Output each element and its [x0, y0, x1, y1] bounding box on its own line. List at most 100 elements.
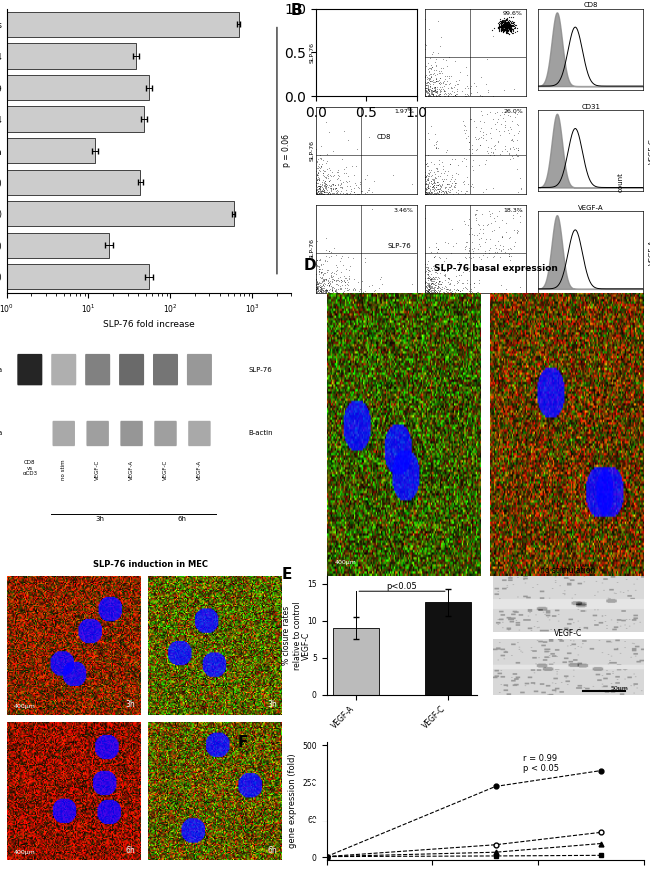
Point — [332, 65, 343, 79]
Point — [317, 187, 327, 201]
Point — [436, 261, 446, 275]
Point — [313, 86, 323, 100]
Point — [321, 282, 332, 296]
Point — [504, 247, 514, 261]
Point — [332, 261, 343, 275]
Point — [345, 186, 356, 200]
Point — [325, 169, 335, 182]
Point — [339, 187, 350, 201]
Point — [433, 242, 443, 256]
Point — [438, 174, 448, 188]
Point — [367, 278, 378, 292]
Point — [449, 175, 460, 189]
Text: 37 KDa: 37 KDa — [0, 430, 2, 436]
Point — [428, 179, 439, 193]
Point — [430, 180, 441, 194]
Point — [433, 187, 443, 201]
Point — [468, 181, 478, 195]
Point — [313, 280, 323, 294]
Point — [350, 187, 360, 201]
Point — [434, 89, 445, 103]
Point — [499, 19, 510, 33]
Point — [462, 79, 473, 93]
Point — [506, 114, 517, 128]
Point — [431, 241, 441, 255]
Point — [473, 236, 484, 250]
Point — [422, 186, 432, 200]
Point — [433, 281, 443, 295]
Point — [460, 186, 470, 200]
Point — [430, 74, 441, 88]
Point — [495, 17, 506, 31]
Point — [422, 173, 433, 187]
Point — [502, 17, 513, 31]
Point — [467, 159, 477, 173]
Point — [505, 17, 515, 30]
Point — [423, 284, 434, 298]
Point — [316, 69, 326, 83]
Point — [431, 74, 441, 88]
Point — [496, 16, 506, 30]
Point — [343, 82, 354, 96]
Point — [497, 18, 507, 32]
Point — [321, 67, 332, 81]
FancyBboxPatch shape — [153, 354, 178, 385]
Point — [312, 89, 322, 103]
Point — [318, 77, 329, 91]
Point — [320, 254, 330, 268]
Point — [422, 172, 433, 186]
Point — [445, 172, 456, 186]
Point — [422, 70, 433, 84]
Point — [313, 88, 323, 102]
Point — [490, 116, 501, 130]
Point — [474, 218, 484, 232]
Point — [335, 254, 346, 268]
Point — [430, 80, 441, 94]
Point — [495, 278, 506, 292]
Point — [447, 168, 458, 182]
Point — [506, 122, 516, 136]
Point — [504, 22, 514, 36]
Point — [434, 187, 445, 201]
Point — [429, 282, 439, 296]
FancyBboxPatch shape — [119, 354, 144, 385]
Point — [499, 22, 509, 36]
Point — [311, 74, 322, 88]
Point — [317, 282, 327, 296]
Point — [330, 178, 340, 192]
Point — [440, 183, 450, 197]
Point — [311, 272, 322, 286]
Point — [422, 159, 432, 173]
Point — [500, 17, 510, 31]
Point — [460, 240, 471, 254]
Point — [333, 187, 343, 201]
Point — [436, 187, 446, 201]
Point — [481, 77, 491, 91]
Point — [314, 182, 324, 196]
Point — [422, 278, 433, 292]
Point — [327, 282, 337, 295]
Point — [335, 180, 346, 194]
Point — [360, 173, 370, 187]
Point — [311, 50, 322, 63]
Text: no stimulation: no stimulation — [540, 567, 595, 575]
Point — [323, 274, 333, 288]
Point — [422, 276, 433, 290]
Point — [450, 235, 461, 249]
Point — [337, 186, 348, 200]
Point — [448, 187, 459, 201]
Point — [508, 18, 518, 32]
Point — [480, 235, 491, 249]
Point — [498, 21, 508, 35]
Point — [314, 173, 324, 187]
Point — [426, 270, 437, 284]
Point — [422, 181, 433, 195]
Point — [421, 82, 431, 96]
Point — [493, 20, 503, 34]
Point — [504, 27, 514, 41]
Point — [423, 186, 434, 200]
Point — [322, 283, 333, 297]
Point — [428, 75, 438, 89]
Point — [424, 282, 434, 295]
Point — [439, 269, 450, 282]
